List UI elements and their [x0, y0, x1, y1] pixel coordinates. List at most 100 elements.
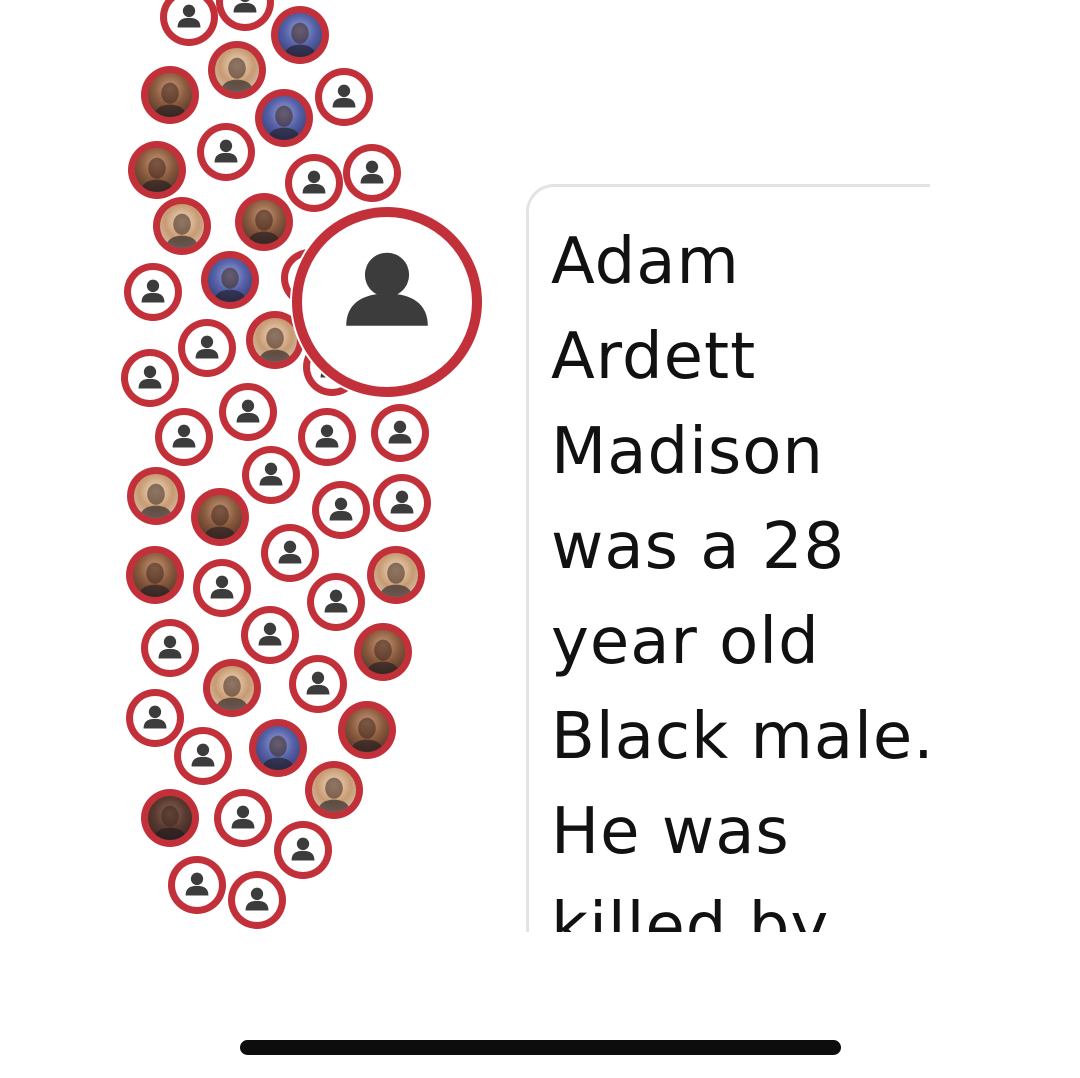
- person-silhouette-icon: [226, 390, 270, 434]
- victim-bubble-cluster: [0, 0, 500, 932]
- victim-placeholder-bubble[interactable]: [261, 524, 319, 582]
- victim-placeholder-bubble[interactable]: [298, 408, 356, 466]
- person-silhouette-icon: [204, 130, 248, 174]
- victim-placeholder-bubble[interactable]: [168, 856, 226, 914]
- person-silhouette-icon: [350, 151, 394, 195]
- victim-placeholder-bubble[interactable]: [193, 559, 251, 617]
- victim-portrait: [374, 553, 418, 597]
- victim-photo-bubble[interactable]: [354, 623, 412, 681]
- victim-portrait: [312, 768, 356, 812]
- victim-placeholder-bubble[interactable]: [126, 689, 184, 747]
- victim-portrait: [198, 495, 242, 539]
- home-indicator[interactable]: [240, 1040, 841, 1055]
- victim-placeholder-bubble[interactable]: [219, 383, 277, 441]
- person-silhouette-icon: [175, 863, 219, 907]
- person-silhouette-icon: [221, 796, 265, 840]
- victim-portrait: [215, 48, 259, 92]
- person-silhouette-icon: [133, 696, 177, 740]
- victim-placeholder-bubble[interactable]: [141, 619, 199, 677]
- detail-text-line: was a 28: [551, 510, 846, 584]
- person-silhouette-icon: [235, 878, 279, 922]
- victim-photo-bubble[interactable]: [127, 467, 185, 525]
- victim-placeholder-bubble[interactable]: [373, 474, 431, 532]
- victim-portrait: [262, 96, 306, 140]
- person-silhouette-icon: [380, 481, 424, 525]
- victim-placeholder-bubble[interactable]: [285, 154, 343, 212]
- victim-placeholder-bubble[interactable]: [274, 821, 332, 879]
- victim-photo-bubble[interactable]: [208, 41, 266, 99]
- person-silhouette-icon: [268, 531, 312, 575]
- detail-text-line: Adam: [551, 225, 740, 299]
- victim-portrait: [242, 200, 286, 244]
- victim-detail-card[interactable]: Adam Ardett Madison was a 28 year old Black m…: [526, 184, 930, 932]
- victim-portrait: [256, 726, 300, 770]
- person-silhouette-icon: [223, 0, 267, 24]
- detail-text-line: Madison: [551, 415, 824, 489]
- victim-placeholder-bubble[interactable]: [178, 319, 236, 377]
- victim-placeholder-bubble[interactable]: [197, 123, 255, 181]
- person-silhouette-icon: [167, 0, 211, 39]
- victim-placeholder-bubble[interactable]: [241, 606, 299, 664]
- person-silhouette-icon: [148, 626, 192, 670]
- detail-text-line: killed by: [551, 890, 830, 932]
- person-silhouette-icon: [249, 453, 293, 497]
- victim-placeholder-bubble[interactable]: [121, 349, 179, 407]
- victim-placeholder-bubble[interactable]: [155, 408, 213, 466]
- person-silhouette-icon: [378, 411, 422, 455]
- person-silhouette-icon: [302, 217, 472, 387]
- victim-placeholder-bubble[interactable]: [315, 68, 373, 126]
- victim-portrait: [208, 258, 252, 302]
- victim-placeholder-bubble[interactable]: [312, 481, 370, 539]
- victim-placeholder-bubble[interactable]: [216, 0, 274, 31]
- victim-photo-bubble[interactable]: [305, 761, 363, 819]
- victim-placeholder-bubble[interactable]: [242, 446, 300, 504]
- victim-photo-bubble[interactable]: [141, 789, 199, 847]
- detail-text-line: Black male.: [551, 700, 930, 774]
- victim-photo-bubble[interactable]: [126, 546, 184, 604]
- victim-photo-bubble[interactable]: [203, 659, 261, 717]
- victim-placeholder-bubble[interactable]: [160, 0, 218, 46]
- person-silhouette-icon: [322, 75, 366, 119]
- victim-portrait: [345, 708, 389, 752]
- victim-photo-bubble[interactable]: [201, 251, 259, 309]
- victim-portrait: [148, 796, 192, 840]
- victim-photo-bubble[interactable]: [141, 66, 199, 124]
- victim-photo-bubble[interactable]: [271, 6, 329, 64]
- victim-placeholder-bubble[interactable]: [289, 655, 347, 713]
- victim-photo-bubble[interactable]: [191, 488, 249, 546]
- victim-photo-bubble[interactable]: [255, 89, 313, 147]
- victim-photo-bubble[interactable]: [338, 701, 396, 759]
- person-silhouette-icon: [296, 662, 340, 706]
- detail-text-line: Ardett: [551, 320, 757, 394]
- victim-portrait: [148, 73, 192, 117]
- victim-placeholder-bubble[interactable]: [371, 404, 429, 462]
- victim-portrait: [134, 474, 178, 518]
- victim-portrait: [253, 318, 297, 362]
- person-silhouette-icon: [200, 566, 244, 610]
- victim-placeholder-bubble[interactable]: [214, 789, 272, 847]
- victim-placeholder-bubble[interactable]: [343, 144, 401, 202]
- victim-placeholder-bubble[interactable]: [228, 871, 286, 929]
- selected-victim-bubble[interactable]: [292, 207, 482, 397]
- victim-photo-bubble[interactable]: [249, 719, 307, 777]
- visualization-viewport: Adam Ardett Madison was a 28 year old Black m…: [0, 0, 930, 932]
- person-silhouette-icon: [281, 828, 325, 872]
- person-silhouette-icon: [292, 161, 336, 205]
- victim-placeholder-bubble[interactable]: [174, 727, 232, 785]
- victim-placeholder-bubble[interactable]: [307, 573, 365, 631]
- victim-portrait: [160, 204, 204, 248]
- person-silhouette-icon: [131, 270, 175, 314]
- victim-photo-bubble[interactable]: [153, 197, 211, 255]
- person-silhouette-icon: [181, 734, 225, 778]
- victim-photo-bubble[interactable]: [367, 546, 425, 604]
- victim-portrait: [361, 630, 405, 674]
- person-silhouette-icon: [185, 326, 229, 370]
- person-silhouette-icon: [319, 488, 363, 532]
- victim-photo-bubble[interactable]: [128, 141, 186, 199]
- victim-photo-bubble[interactable]: [235, 193, 293, 251]
- person-silhouette-icon: [128, 356, 172, 400]
- detail-text-line: He was: [551, 795, 790, 869]
- detail-text-line: year old: [551, 605, 820, 679]
- victim-detail-text: Adam Ardett Madison was a 28 year old Black m…: [551, 215, 930, 932]
- victim-placeholder-bubble[interactable]: [124, 263, 182, 321]
